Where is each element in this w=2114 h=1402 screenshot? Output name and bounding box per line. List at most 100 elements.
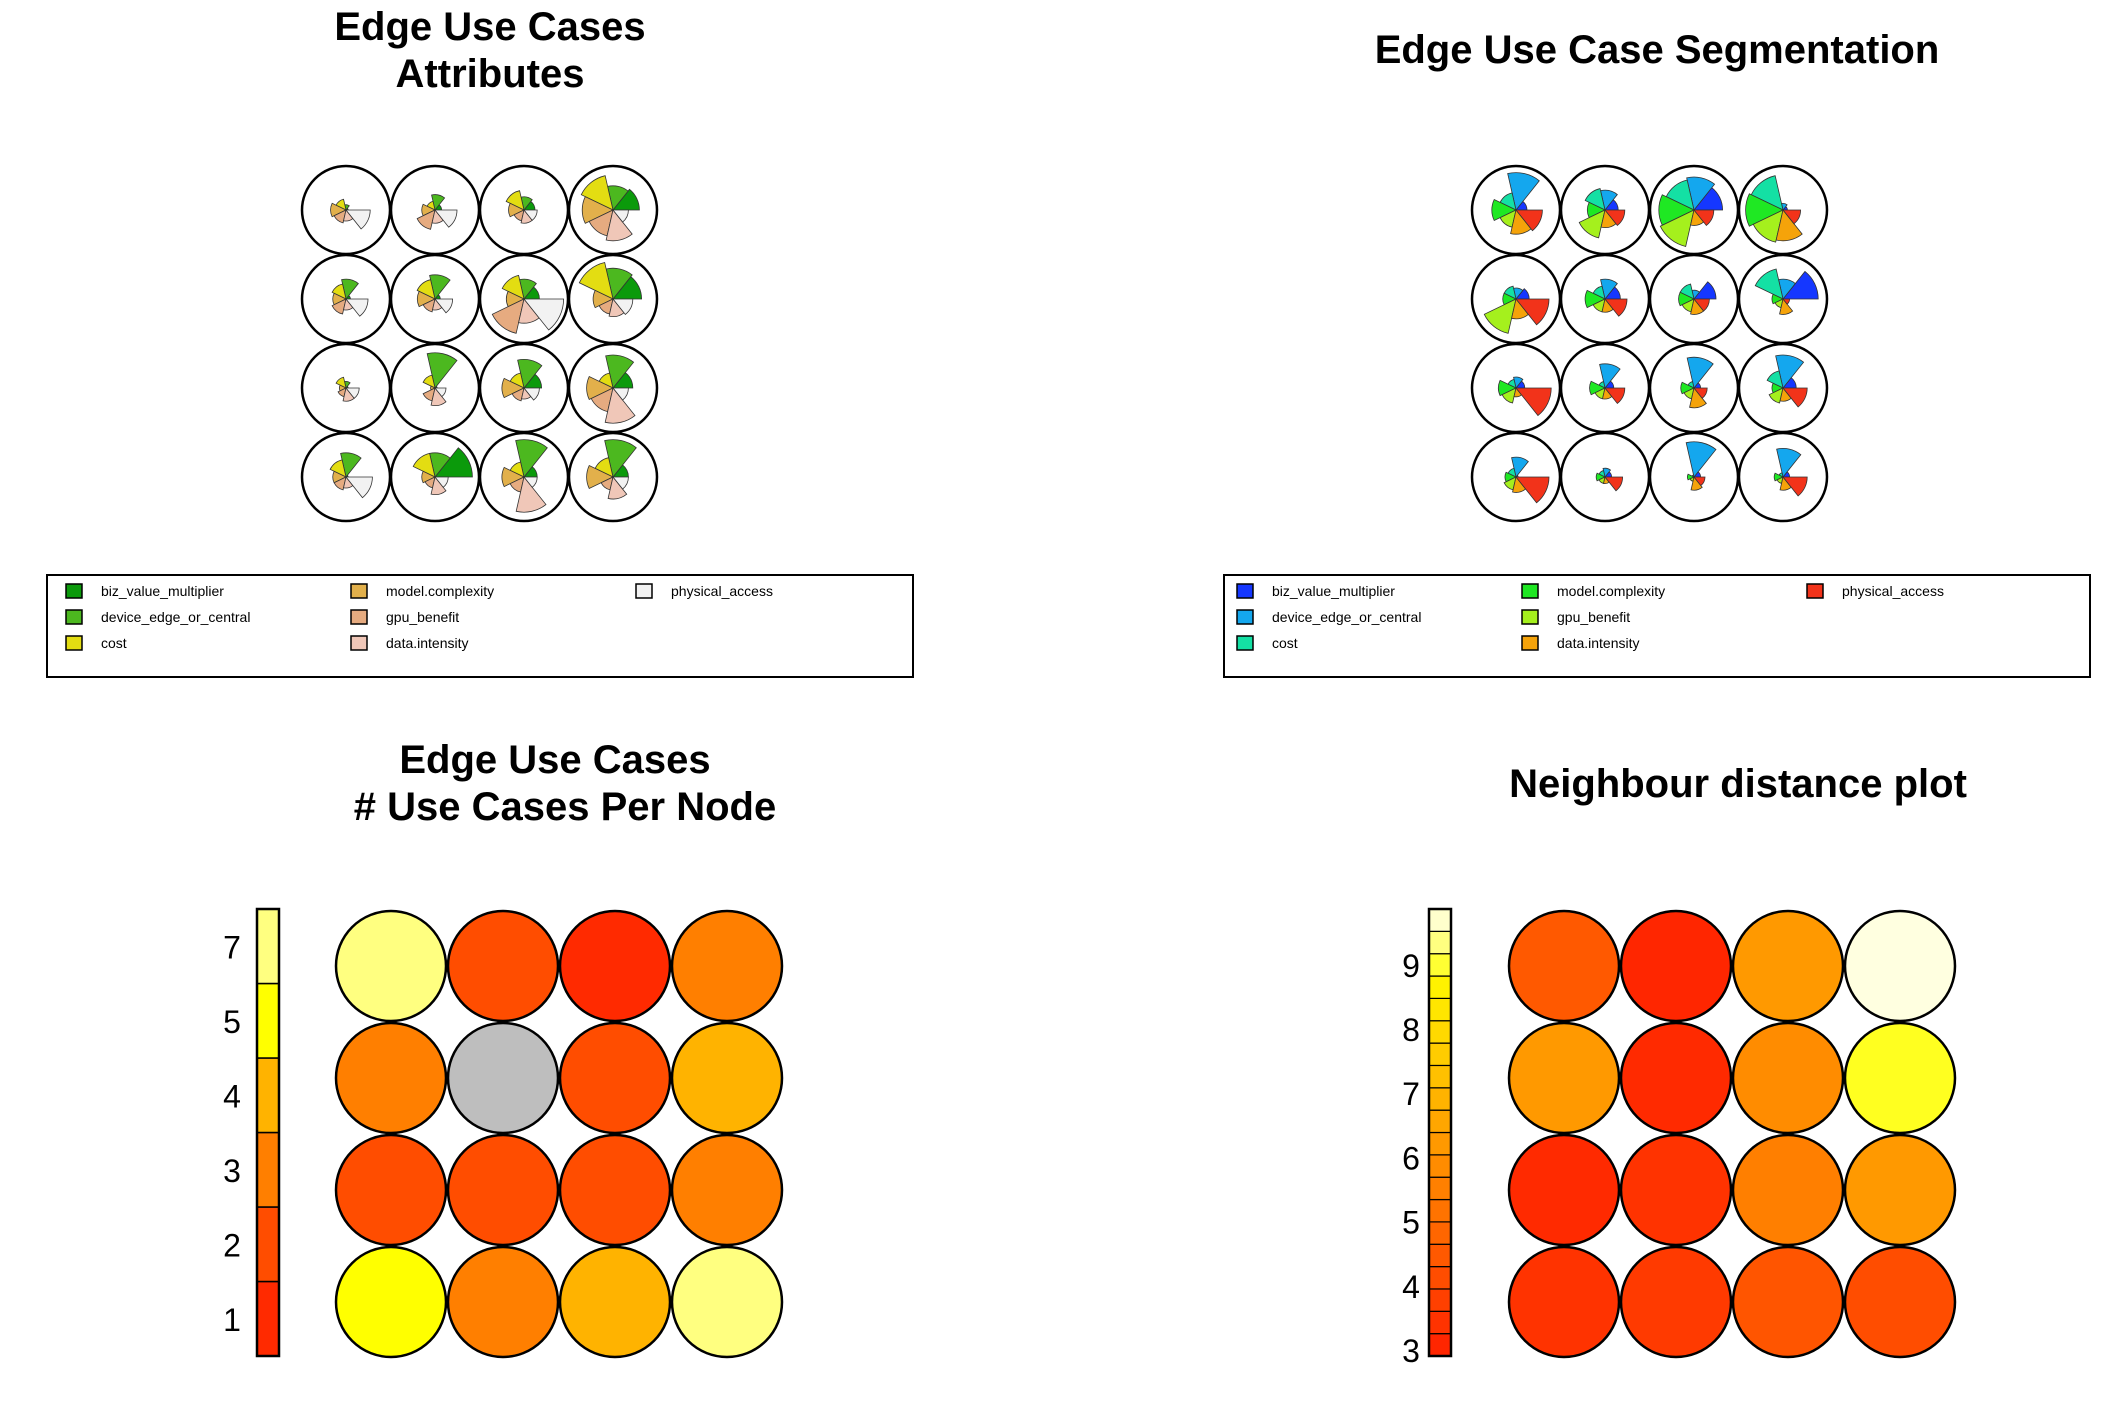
segment-wedge xyxy=(1773,472,1784,482)
segment-wedge xyxy=(1595,472,1606,482)
segment-wedge xyxy=(1779,298,1794,315)
node-circle xyxy=(558,909,672,1023)
segment-wedge xyxy=(1513,376,1524,389)
node-circle xyxy=(1619,1133,1733,1247)
scale-cell xyxy=(1428,1176,1452,1201)
node-circle xyxy=(334,1133,448,1247)
segment-wedge xyxy=(1515,476,1550,504)
segment-wedge xyxy=(1768,387,1784,404)
distance-panel: Neighbour distance plot 3 4 5 6 7 8 9 xyxy=(1402,762,1967,1369)
scale-cell xyxy=(256,1280,280,1357)
scale-cell xyxy=(1428,975,1452,999)
segment-wedge xyxy=(1776,448,1802,478)
segment-wedge xyxy=(1584,289,1606,309)
segment-wedge xyxy=(416,279,436,300)
segment-wedge xyxy=(1680,381,1695,395)
legend-label: biz_value_multiplier xyxy=(1272,583,1395,599)
scale-tick-label: 5 xyxy=(223,1004,241,1040)
segment-wedge xyxy=(434,447,473,478)
scale-cell xyxy=(1428,1310,1452,1335)
scale-tick-label: 4 xyxy=(1402,1269,1420,1305)
segment-wedge xyxy=(345,476,373,499)
node-circle xyxy=(1507,909,1621,1023)
segment-wedge xyxy=(431,194,446,211)
legend-label: physical_access xyxy=(1842,583,1944,599)
node-circle xyxy=(670,1245,784,1359)
scale-cell xyxy=(1428,1020,1452,1044)
segment-wedge xyxy=(1766,370,1784,389)
attributes-title-line2: Attributes xyxy=(396,52,585,96)
scale-cell xyxy=(1428,997,1452,1022)
segment-wedge xyxy=(515,439,548,478)
segment-wedge xyxy=(523,298,565,331)
segmentation-legend-box xyxy=(1223,574,2091,678)
node-circle xyxy=(446,909,560,1023)
segment-wedge xyxy=(333,209,347,224)
segment-wedge xyxy=(1498,379,1517,397)
segment-wedge xyxy=(434,298,454,314)
scale-cell xyxy=(1428,1333,1452,1357)
legend-swatch xyxy=(1236,583,1254,599)
node-circle xyxy=(1731,1133,1845,1247)
segment-wedge xyxy=(1678,291,1695,307)
node-circle xyxy=(670,1021,784,1135)
counts-panel: Edge Use Cases # Use Cases Per Node 1 2 3 4… xyxy=(223,738,784,1359)
segment-wedge xyxy=(1782,270,1819,300)
scale-tick-label: 8 xyxy=(1402,1012,1420,1048)
node-circle xyxy=(1507,1021,1621,1135)
scale-cell xyxy=(256,982,280,1059)
segment-wedge xyxy=(1604,387,1626,405)
segment-wedge xyxy=(501,274,525,300)
segment-wedge xyxy=(430,387,447,406)
legend-swatch xyxy=(635,583,653,599)
segment-wedge xyxy=(1515,209,1543,232)
segment-wedge xyxy=(1515,387,1552,417)
node-circle xyxy=(1731,909,1845,1023)
segment-wedge xyxy=(511,387,525,402)
segment-wedge xyxy=(501,466,525,488)
legend-swatch xyxy=(350,635,368,651)
segment-wedge xyxy=(1604,209,1626,227)
segment-wedge xyxy=(434,387,447,398)
segment-wedge xyxy=(1511,456,1529,478)
legend-label: gpu_benefit xyxy=(1557,609,1630,625)
node-circle xyxy=(334,1245,448,1359)
segment-wedge xyxy=(434,476,449,488)
legend-label: data.intensity xyxy=(1557,635,1640,651)
segment-wedge xyxy=(580,175,614,211)
scale-tick-label: 1 xyxy=(223,1302,241,1338)
node-circle xyxy=(446,1245,560,1359)
node-circle xyxy=(1843,1245,1957,1359)
segment-wedge xyxy=(1604,298,1628,317)
segment-wedge xyxy=(612,476,629,490)
legend-swatch xyxy=(1806,583,1824,599)
segment-wedge xyxy=(1600,278,1618,300)
scale-cell xyxy=(1428,908,1452,932)
scale-cell xyxy=(1428,1042,1452,1067)
segment-wedge xyxy=(1685,441,1717,478)
legend-swatch xyxy=(65,583,83,599)
scale-cell xyxy=(256,1131,280,1208)
segment-wedge xyxy=(1693,281,1717,300)
segment-wedge xyxy=(1589,380,1606,396)
segment-wedge xyxy=(345,209,371,230)
legend-label: biz_value_multiplier xyxy=(101,583,224,599)
scale-outline xyxy=(1427,907,1453,1358)
segment-wedge xyxy=(1578,209,1606,239)
scale-tick-label: 9 xyxy=(1402,948,1420,984)
distance-node-grid xyxy=(1507,909,1957,1359)
segment-wedge xyxy=(412,452,436,478)
segment-wedge xyxy=(1693,298,1710,312)
node-circle xyxy=(1843,1021,1957,1135)
segment-wedge xyxy=(605,209,633,242)
segment-wedge xyxy=(1507,172,1540,211)
segment-wedge xyxy=(329,459,347,478)
node-circle xyxy=(1731,1021,1845,1135)
node-circle xyxy=(1843,1133,1957,1247)
segment-wedge xyxy=(517,359,543,389)
node-circle xyxy=(670,909,784,1023)
segment-wedge xyxy=(604,439,637,478)
segment-wedge xyxy=(607,476,628,500)
scale-tick-label: 7 xyxy=(1402,1076,1420,1112)
